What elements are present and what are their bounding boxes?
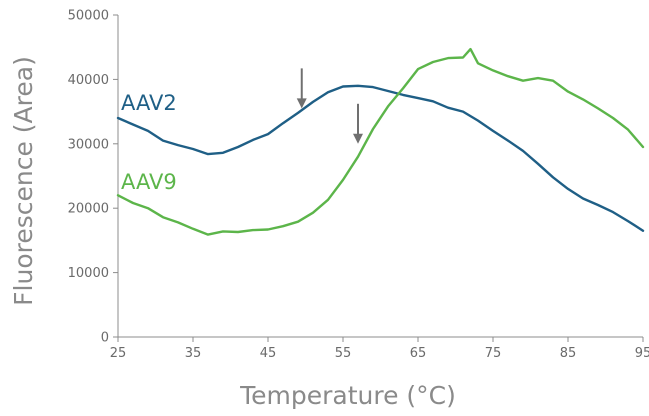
arrow-head [296,98,307,109]
x-tick-label: 35 [185,346,202,361]
transition-arrow-icon [296,68,307,109]
annotation-layer [296,68,363,144]
arrow-head [353,133,363,144]
y-tick-label: 0 [101,331,109,346]
y-axis-title: Fluorescence (Area) [9,56,38,306]
x-tick-label: 25 [110,346,127,361]
series-label-aav9: AAV9 [121,170,177,194]
labels-layer: Fluorescence (Area) Temperature (°C) [9,56,456,410]
series-line-aav9 [116,47,645,236]
x-tick-label: 85 [560,346,577,361]
chart-axes: 0 10000 20000 30000 40000 50000 25 35 45 55 65 75 85… [68,9,649,362]
x-tick-label: 75 [485,346,502,361]
y-tick-label: 10000 [68,266,109,281]
y-tick-label: 40000 [68,73,109,88]
transition-arrow-icon [353,103,363,144]
x-tick-label: 45 [260,346,277,361]
y-tick-label: 20000 [68,202,109,217]
series-line-aav2 [116,84,645,232]
x-tick-label: 65 [410,346,427,361]
series-layer: AAV2 AAV9 [116,47,645,236]
series-label-aav2: AAV2 [121,91,177,115]
y-tick-label: 30000 [68,137,109,152]
x-axis-title: Temperature (°C) [239,381,456,410]
y-tick-label: 50000 [68,9,109,24]
x-tick-label: 55 [335,346,352,361]
x-tick-label: 95 [635,346,649,361]
